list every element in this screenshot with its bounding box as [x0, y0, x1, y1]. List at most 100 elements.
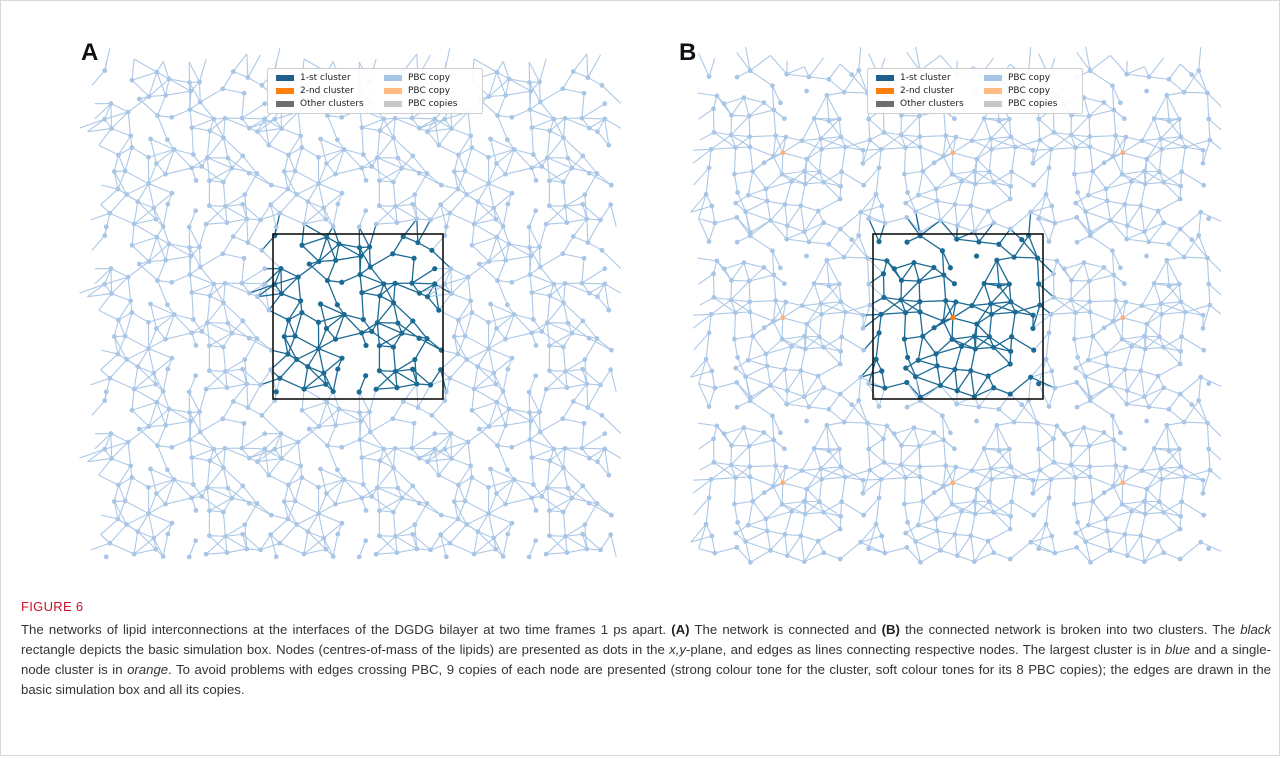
- network-edge: [375, 370, 396, 390]
- network-edge: [745, 200, 768, 213]
- network-edge: [242, 320, 258, 339]
- network-edge: [434, 283, 440, 311]
- network-edge: [823, 171, 842, 183]
- network-node: [838, 464, 844, 470]
- network-edge: [806, 478, 822, 490]
- network-node: [154, 161, 159, 166]
- network-node: [1111, 107, 1117, 113]
- network-node: [1036, 216, 1042, 222]
- network-edge: [118, 477, 133, 486]
- network-node: [528, 418, 534, 424]
- network-node: [981, 280, 987, 287]
- network-node: [146, 484, 151, 490]
- network-edge: [731, 444, 750, 447]
- network-node: [836, 446, 842, 452]
- network-node: [366, 244, 373, 250]
- network-edge: [868, 283, 871, 306]
- network-edge: [1028, 212, 1032, 236]
- network-edge: [988, 314, 993, 337]
- network-node: [323, 546, 329, 552]
- network-edge: [241, 103, 266, 119]
- network-node: [1201, 347, 1207, 353]
- network-edge: [918, 359, 938, 367]
- network-node: [220, 416, 226, 422]
- network-node: [594, 336, 600, 341]
- network-node: [254, 501, 260, 506]
- network-node: [465, 439, 471, 445]
- network-node: [424, 335, 430, 342]
- network-edge: [936, 365, 942, 386]
- network-edge: [427, 118, 445, 133]
- network-edge: [209, 295, 224, 304]
- network-node: [1117, 265, 1123, 271]
- network-edge: [209, 117, 226, 132]
- network-edge: [247, 54, 261, 78]
- network-edge: [942, 135, 947, 157]
- network-edge: [549, 497, 573, 512]
- legend-label: Other clusters: [900, 99, 964, 109]
- network-node: [915, 357, 921, 363]
- network-edge: [787, 225, 805, 233]
- network-edge: [945, 135, 954, 154]
- network-edge: [596, 448, 606, 462]
- network-node: [802, 346, 808, 352]
- network-node: [1107, 548, 1113, 553]
- network-edge: [101, 514, 119, 520]
- network-edge: [1112, 465, 1117, 487]
- network-node: [729, 442, 734, 448]
- network-node: [1120, 315, 1126, 321]
- network-edge: [820, 303, 846, 313]
- network-edge: [165, 497, 192, 505]
- network-edge: [392, 302, 399, 324]
- network-edge: [532, 484, 543, 497]
- network-node: [318, 466, 323, 472]
- network-node: [316, 258, 322, 265]
- network-node: [171, 147, 177, 152]
- network-node: [561, 300, 566, 306]
- network-edge: [588, 172, 612, 186]
- network-node: [709, 533, 715, 539]
- network-node: [934, 198, 940, 204]
- network-node: [334, 137, 340, 143]
- network-edge: [767, 200, 786, 205]
- network-edge: [711, 312, 736, 315]
- network-node: [537, 244, 542, 250]
- network-edge: [226, 383, 247, 389]
- network-edge: [991, 301, 1012, 315]
- network-edge: [765, 173, 783, 190]
- network-edge: [863, 497, 880, 516]
- network-edge: [1033, 313, 1052, 316]
- network-node: [1124, 401, 1130, 407]
- network-edge: [449, 524, 468, 544]
- caption-segment: rectangle depicts the basic simulation b…: [21, 642, 670, 657]
- network-node: [711, 459, 717, 465]
- network-edge: [359, 421, 362, 440]
- network-edge: [231, 155, 244, 169]
- network-node: [1110, 413, 1115, 419]
- network-edge: [318, 173, 336, 185]
- network-node: [602, 116, 608, 122]
- network-edge: [698, 383, 716, 389]
- network-edge: [971, 305, 992, 315]
- network-node: [171, 477, 177, 482]
- network-edge: [589, 118, 606, 129]
- network-node: [563, 203, 568, 209]
- network-edge: [601, 249, 621, 269]
- network-edge: [974, 171, 990, 185]
- network-node: [266, 142, 272, 148]
- network-node: [1178, 513, 1184, 519]
- network-edge: [1053, 131, 1072, 136]
- network-edge: [711, 535, 716, 554]
- network-node: [146, 346, 152, 351]
- network-edge: [1105, 173, 1123, 190]
- network-node: [136, 261, 142, 267]
- network-edge: [188, 226, 200, 248]
- network-edge: [984, 447, 1010, 450]
- network-node: [1051, 436, 1056, 442]
- network-node: [1181, 89, 1187, 95]
- network-edge: [1088, 432, 1105, 447]
- network-edge: [901, 134, 920, 138]
- network-node: [770, 483, 776, 489]
- network-node: [432, 281, 438, 287]
- network-edge: [1180, 301, 1204, 316]
